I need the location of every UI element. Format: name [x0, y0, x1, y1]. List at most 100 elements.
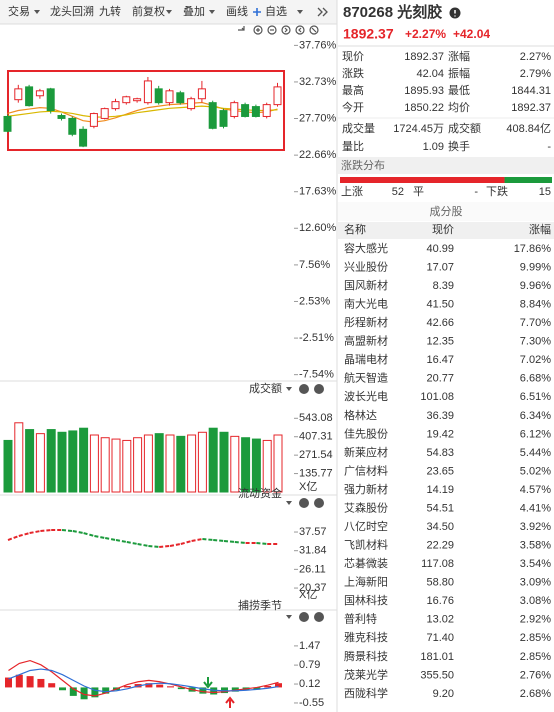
- histogram-bar: [5, 677, 12, 688]
- quote-label: 今开: [342, 100, 364, 114]
- toolbar-item[interactable]: 画线: [226, 4, 248, 18]
- flow-segment: [223, 539, 235, 543]
- candle-body: [46, 88, 55, 112]
- flow-segment: [72, 530, 84, 535]
- panel-menu[interactable]: [286, 501, 292, 505]
- prev-icon[interactable]: [295, 25, 305, 35]
- flow-segment: [83, 532, 95, 537]
- toolbar-item[interactable]: 龙头回溯: [50, 5, 94, 18]
- volume-bar: [14, 422, 24, 493]
- constituent-name[interactable]: 普利特: [344, 612, 377, 626]
- constituent-name[interactable]: 容大感光: [344, 241, 388, 255]
- more-icon[interactable]: [317, 7, 328, 17]
- constituent-value: 22.29: [426, 540, 454, 552]
- constituent-value: 2.92%: [520, 614, 551, 626]
- constituent-name[interactable]: 飞凯材料: [344, 538, 388, 552]
- panel-title: 成交额: [249, 381, 282, 395]
- constituent-value: 3.92%: [520, 521, 551, 533]
- volume-bar: [3, 439, 13, 493]
- constituent-name[interactable]: 高盟新材: [344, 334, 388, 348]
- constituent-value: 3.08%: [520, 595, 551, 607]
- constituent-value: 5.44%: [520, 447, 551, 459]
- constituent-name[interactable]: 兴业股份: [344, 260, 388, 273]
- panel-menu[interactable]: [286, 387, 292, 391]
- volume-bar: [133, 437, 143, 493]
- histogram-bar: [15, 674, 23, 688]
- y-tick-label: -7.54%: [299, 369, 334, 381]
- help-icon[interactable]: [299, 612, 309, 622]
- constituent-name[interactable]: 国林科技: [344, 593, 388, 607]
- y-tick-label: 0.12: [299, 678, 320, 690]
- toolbar-item[interactable]: 交易: [8, 4, 30, 18]
- volume-bar: [219, 431, 229, 493]
- help-icon[interactable]: [299, 498, 309, 508]
- candle-body: [197, 88, 206, 100]
- zoom-in-icon[interactable]: [253, 25, 263, 35]
- histogram-bar: [91, 687, 99, 698]
- constituent-name[interactable]: 国风新材: [344, 278, 388, 292]
- constituent-name[interactable]: 雅克科技: [344, 630, 388, 644]
- histogram-bar: [177, 687, 185, 690]
- constituent-value: 14.19: [426, 484, 454, 496]
- volume-bar: [262, 439, 272, 493]
- histogram-bar: [69, 687, 77, 696]
- quote-label: 最高: [342, 83, 364, 97]
- flow-segment: [115, 539, 127, 543]
- constituent-value: 54.51: [426, 502, 454, 514]
- volume-bar: [100, 437, 110, 493]
- constituent-name[interactable]: 茂莱光学: [344, 667, 388, 681]
- constituent-name[interactable]: 佳先股份: [344, 426, 388, 440]
- constituent-name[interactable]: 芯碁微装: [344, 556, 388, 570]
- candle-body: [122, 96, 131, 104]
- next-icon[interactable]: [281, 25, 291, 35]
- histogram-bar: [123, 686, 131, 688]
- constituent-name[interactable]: 晶瑞电材: [344, 352, 388, 366]
- toolbar-item[interactable]: 九转: [99, 4, 121, 18]
- settings-icon[interactable]: [314, 384, 324, 394]
- constituent-value: 2.68%: [520, 688, 551, 700]
- constituent-value: 42.66: [426, 317, 454, 329]
- constituent-name[interactable]: 强力新材: [344, 482, 388, 496]
- flow-segment: [126, 541, 138, 545]
- constituent-name[interactable]: 彤程新材: [344, 315, 388, 329]
- constituent-value: 3.58%: [520, 540, 551, 552]
- constituent-value: 71.40: [426, 632, 454, 644]
- constituent-value: 40.99: [426, 243, 454, 255]
- help-icon[interactable]: [299, 384, 309, 394]
- up-label: 上涨: [341, 185, 363, 198]
- settings-icon[interactable]: [314, 612, 324, 622]
- quote-value: 1892.37: [404, 51, 444, 63]
- volume-bar: [68, 430, 78, 493]
- constituent-name[interactable]: 格林达: [344, 408, 377, 422]
- constituent-name[interactable]: 南大光电: [344, 297, 388, 311]
- constituent-name[interactable]: 上海新阳: [344, 575, 388, 589]
- constituent-name[interactable]: 新莱应材: [344, 445, 388, 459]
- constituent-name[interactable]: 艾森股份: [344, 500, 388, 514]
- histogram-bar: [156, 684, 164, 688]
- histogram-bar: [264, 686, 272, 688]
- candle-body: [208, 102, 217, 129]
- constituent-value: 34.50: [426, 521, 454, 533]
- constituent-name[interactable]: 西陇科学: [344, 686, 388, 700]
- constituent-name[interactable]: 波长光电: [344, 389, 388, 403]
- zoom-out-icon[interactable]: [267, 25, 277, 35]
- constituent-name[interactable]: 八亿时空: [344, 519, 388, 533]
- settings-icon[interactable]: [314, 498, 324, 508]
- y-tick-label: 17.63%: [299, 186, 337, 198]
- constituent-name[interactable]: 广信材料: [344, 463, 388, 477]
- quote-value: 2.79%: [520, 68, 551, 80]
- constituent-value: 3.54%: [520, 558, 551, 570]
- close-icon[interactable]: [309, 25, 319, 35]
- panel-menu[interactable]: [286, 615, 292, 619]
- quote-value: 42.04: [416, 68, 444, 80]
- toolbar-item[interactable]: 自选: [265, 5, 287, 18]
- toolbar-item[interactable]: 前复权: [132, 4, 165, 18]
- quote-value: 1.09: [423, 141, 444, 153]
- refresh-icon[interactable]: [238, 26, 245, 31]
- constituent-name[interactable]: 航天智造: [344, 371, 388, 385]
- candle-body: [219, 110, 228, 127]
- constituent-value: 2.76%: [520, 669, 551, 681]
- constituent-name[interactable]: 腾景科技: [344, 649, 388, 663]
- toolbar-item[interactable]: 叠加: [183, 5, 205, 18]
